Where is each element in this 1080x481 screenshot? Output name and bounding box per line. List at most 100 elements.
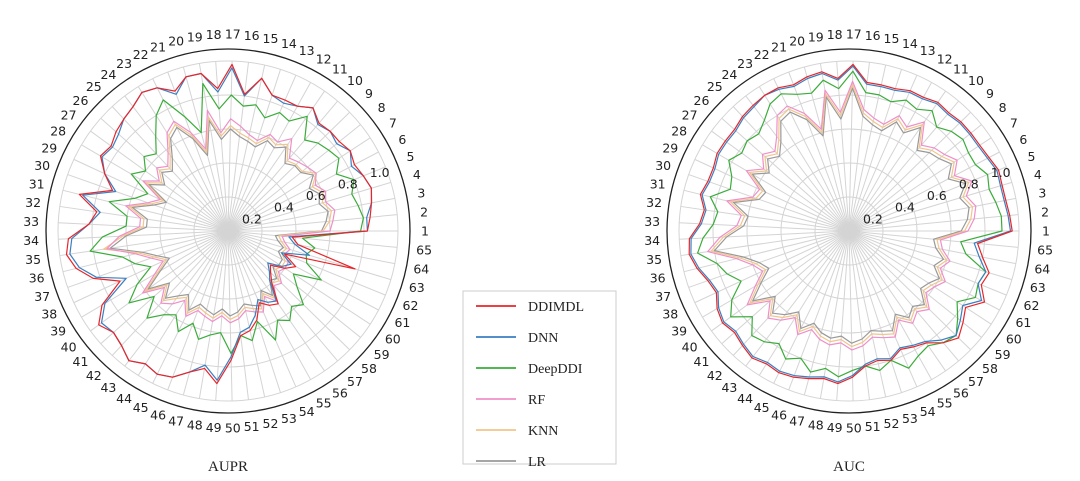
- ring-tick-label: 0.8: [338, 177, 358, 192]
- grid-spoke: [711, 230, 850, 332]
- category-label: 49: [206, 420, 222, 435]
- grid-spoke: [59, 230, 229, 257]
- category-label: 63: [409, 280, 425, 295]
- grid-spoke: [848, 124, 982, 232]
- category-label: 10: [968, 73, 984, 88]
- grid-spoke: [803, 66, 850, 232]
- category-label: 57: [968, 374, 984, 389]
- grid-spoke: [848, 214, 1019, 232]
- category-label: 46: [150, 408, 166, 423]
- grid-spoke: [848, 69, 903, 232]
- grid-spoke: [694, 158, 850, 232]
- grid-spoke: [848, 230, 918, 388]
- grid-spoke: [215, 61, 229, 232]
- grid-spoke: [227, 230, 371, 325]
- category-label: 24: [100, 67, 116, 82]
- grid-spoke: [227, 69, 282, 232]
- category-label: 23: [737, 56, 753, 71]
- ring-tick-label: 0.2: [242, 211, 262, 226]
- category-label: 20: [789, 33, 805, 48]
- grid-spoke: [152, 78, 229, 232]
- category-label: 34: [644, 233, 660, 248]
- grid-spoke: [848, 230, 1000, 311]
- category-label: 11: [953, 61, 969, 76]
- grid-spoke: [227, 197, 395, 232]
- grid-spoke: [848, 90, 946, 232]
- grid-spoke: [683, 189, 850, 232]
- grid-spoke: [836, 61, 850, 232]
- chart-title: AUPR: [208, 459, 248, 475]
- grid-spoke: [848, 64, 887, 232]
- grid-spoke: [848, 111, 972, 232]
- ring-tick-label: 0.2: [863, 211, 883, 226]
- category-label: 22: [133, 47, 149, 62]
- series-line: [102, 116, 332, 320]
- grid-spoke: [758, 86, 850, 232]
- grid-spoke: [227, 74, 297, 232]
- category-label: 59: [995, 347, 1011, 362]
- category-label: 10: [347, 73, 363, 88]
- series-line: [707, 80, 977, 351]
- grid-spoke: [227, 214, 398, 232]
- category-label: 6: [398, 132, 406, 147]
- category-label: 47: [168, 414, 184, 429]
- category-label: 36: [29, 271, 45, 286]
- category-label: 12: [316, 51, 332, 66]
- series-line: [713, 87, 970, 344]
- grid-spoke: [848, 166, 1007, 232]
- grid-spoke: [819, 230, 850, 399]
- category-label: 1: [1042, 224, 1050, 239]
- category-label: 42: [86, 368, 102, 383]
- ring-tick-label: 1.0: [991, 165, 1011, 180]
- category-label: 3: [1038, 186, 1046, 201]
- grid-spoke: [227, 124, 361, 232]
- legend-label: DNN: [528, 331, 558, 346]
- grid-spoke: [58, 230, 229, 240]
- category-label: 31: [29, 176, 45, 191]
- category-label: 6: [1019, 132, 1027, 147]
- category-label: 15: [884, 31, 900, 46]
- category-label: 62: [1024, 298, 1040, 313]
- category-label: 3: [417, 186, 425, 201]
- grid-spoke: [227, 151, 379, 232]
- category-label: 55: [937, 396, 953, 411]
- category-label: 25: [707, 79, 723, 94]
- category-label: 39: [671, 323, 687, 338]
- category-label: 25: [86, 79, 102, 94]
- grid-spoke: [848, 62, 870, 232]
- legend-label: LR: [528, 455, 547, 470]
- category-label: 31: [650, 176, 666, 191]
- grid-spoke: [227, 230, 351, 351]
- grid-spoke: [788, 71, 850, 232]
- category-label: 45: [133, 400, 149, 415]
- category-label: 28: [50, 124, 66, 139]
- grid-spoke: [819, 63, 850, 232]
- category-label: 22: [754, 47, 770, 62]
- category-label: 33: [644, 214, 660, 229]
- category-label: 29: [41, 141, 57, 156]
- grid-spoke: [702, 144, 850, 232]
- category-label: 54: [299, 404, 315, 419]
- category-label: 58: [982, 361, 998, 376]
- category-label: 56: [953, 386, 969, 401]
- category-label: 52: [884, 416, 900, 431]
- ring-tick-label: 0.4: [895, 200, 915, 215]
- grid-spoke: [848, 230, 903, 393]
- grid-spoke: [100, 117, 229, 232]
- grid-spoke: [62, 189, 229, 232]
- category-label: 18: [206, 27, 222, 42]
- chart-title: AUC: [833, 459, 865, 475]
- category-label: 49: [827, 420, 843, 435]
- category-label: 64: [413, 261, 429, 276]
- grid-spoke: [711, 130, 850, 232]
- category-label: 19: [808, 29, 824, 44]
- category-label: 41: [694, 354, 710, 369]
- category-label: 30: [655, 158, 671, 173]
- category-label: 30: [34, 158, 50, 173]
- series-line: [89, 82, 364, 354]
- category-label: 13: [920, 43, 936, 58]
- grid-spoke: [721, 117, 850, 232]
- category-label: 4: [413, 167, 421, 182]
- grid-spoke: [688, 230, 850, 288]
- category-label: 21: [150, 39, 166, 54]
